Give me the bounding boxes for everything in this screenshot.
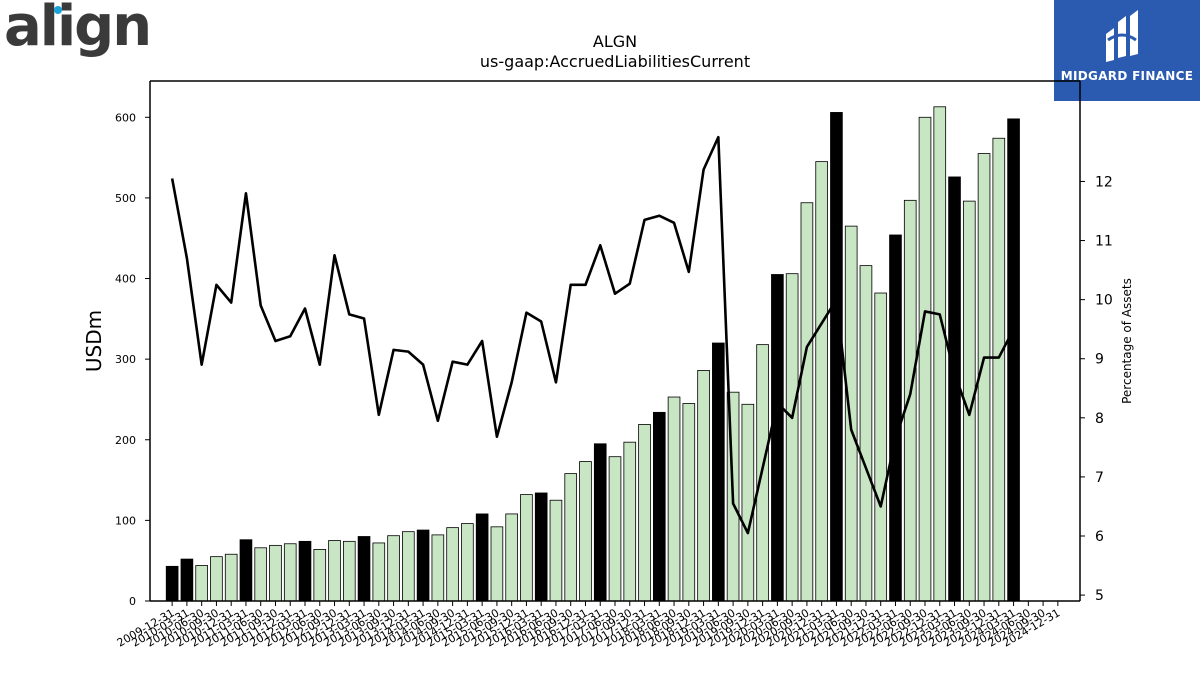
bar	[579, 461, 592, 602]
bar	[328, 540, 341, 602]
bar	[224, 553, 238, 602]
bar	[874, 292, 888, 602]
bar	[652, 411, 666, 602]
bar	[564, 473, 578, 602]
bar	[239, 539, 253, 602]
bar	[446, 527, 459, 602]
align-logo-text: align	[4, 0, 152, 59]
midgard-finance-logo: MIDGARD FINANCE	[1054, 0, 1200, 101]
y-tick-label: 400	[115, 273, 136, 286]
bar	[165, 565, 179, 602]
chart-title: ALGN	[592, 32, 638, 51]
bar	[416, 529, 430, 602]
bar	[889, 234, 902, 602]
bar	[1007, 118, 1020, 602]
bar	[387, 535, 400, 602]
bar	[534, 492, 548, 602]
bar	[357, 536, 371, 602]
bar	[682, 403, 696, 602]
bar	[283, 543, 297, 602]
bar	[520, 494, 533, 602]
bar	[593, 443, 607, 602]
bar	[623, 441, 637, 602]
midgard-logo-text: MIDGARD FINANCE	[1060, 69, 1194, 83]
bar	[800, 202, 814, 602]
bar	[490, 526, 504, 602]
y2-tick-label: 8	[1095, 411, 1104, 427]
bar	[461, 523, 474, 602]
bar	[903, 199, 917, 602]
bar	[180, 558, 194, 602]
y2-tick-label: 11	[1095, 234, 1113, 250]
bar	[298, 540, 312, 602]
y-tick-label: 600	[115, 111, 136, 124]
bar	[815, 161, 828, 602]
align-logo-dot	[54, 6, 62, 14]
bar	[771, 274, 784, 602]
series-line	[170, 135, 1015, 535]
bar	[402, 531, 415, 602]
bar	[431, 534, 445, 602]
bar	[313, 549, 327, 602]
y2-axis-label: Percentage of Assets	[1120, 278, 1134, 404]
bar	[372, 542, 386, 602]
align-logo: align	[4, 0, 152, 59]
bar	[933, 106, 947, 602]
y2-tick-label: 5	[1095, 588, 1104, 604]
y-tick-label: 100	[115, 514, 136, 527]
bar	[342, 540, 356, 602]
bar	[785, 273, 799, 602]
y2-tick-label: 7	[1095, 470, 1104, 486]
bar	[269, 544, 282, 602]
y-tick-label: 300	[115, 353, 136, 366]
y-tick-label: 0	[129, 595, 136, 608]
bar	[195, 565, 208, 602]
bar	[254, 547, 268, 602]
bar	[549, 499, 563, 602]
y2-tick-label: 10	[1095, 293, 1113, 309]
bar	[948, 176, 961, 602]
bar	[992, 137, 1006, 602]
bar	[830, 112, 843, 602]
bar	[210, 556, 223, 602]
bar	[697, 370, 710, 602]
y-tick-label: 500	[115, 192, 136, 205]
y-tick-label: 200	[115, 434, 136, 447]
y2-tick-label: 6	[1095, 529, 1104, 545]
bar	[638, 424, 651, 602]
y-axis-label: USDm	[82, 310, 106, 372]
midgard-emblem-icon	[1106, 10, 1138, 62]
bar	[667, 396, 681, 602]
y2-tick-label: 12	[1095, 174, 1113, 190]
bar	[475, 513, 489, 602]
bar	[608, 456, 622, 602]
bar	[505, 513, 518, 602]
bar	[741, 403, 755, 602]
y2-tick-label: 9	[1095, 352, 1104, 368]
bar	[859, 265, 873, 602]
chart-subtitle: us-gaap:AccruedLiabilitiesCurrent	[479, 52, 751, 71]
bar	[844, 225, 858, 602]
bar	[918, 116, 932, 602]
bar	[712, 342, 725, 602]
